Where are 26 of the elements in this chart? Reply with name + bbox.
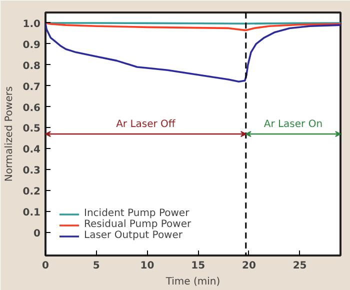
x-tick-label: 15 (191, 260, 206, 272)
y-tick-label: 0.3 (22, 166, 41, 177)
x-tick-label: 25 (292, 260, 307, 272)
y-tick-label: 0.6 (22, 102, 41, 114)
annotation: Ar Laser On (264, 119, 323, 130)
x-tick-label: 10 (140, 260, 154, 272)
y-tick-label: 1.0 (22, 18, 41, 30)
y-tick-label: 0.1 (22, 208, 41, 219)
line-series (46, 22, 340, 32)
y-tick-label: 0.9 (22, 40, 41, 51)
legend-label: Laser Output Power (84, 230, 183, 241)
y-tick-label: 0.2 (22, 186, 41, 198)
y-axis-title: Normalized Powers (4, 86, 15, 182)
x-tick-label: 20 (242, 260, 256, 272)
y-tick-label: 0.7 (22, 82, 41, 93)
line-series (46, 22, 340, 83)
legend-label: Residual Pump Power (84, 219, 192, 230)
x-axis-title: Time (min) (164, 276, 220, 288)
x-tick-label: 5 (92, 260, 100, 272)
annotation: Ar Laser Off (116, 119, 176, 130)
legend-label: Incident Pump Power (84, 208, 190, 219)
y-tick-label: 0.5 (22, 124, 41, 135)
y-tick-label: 0.8 (22, 60, 41, 72)
y-tick-label: 0 (34, 228, 41, 240)
x-tick-label: 0 (42, 260, 50, 272)
y-tick-label: 0.4 (22, 144, 41, 156)
